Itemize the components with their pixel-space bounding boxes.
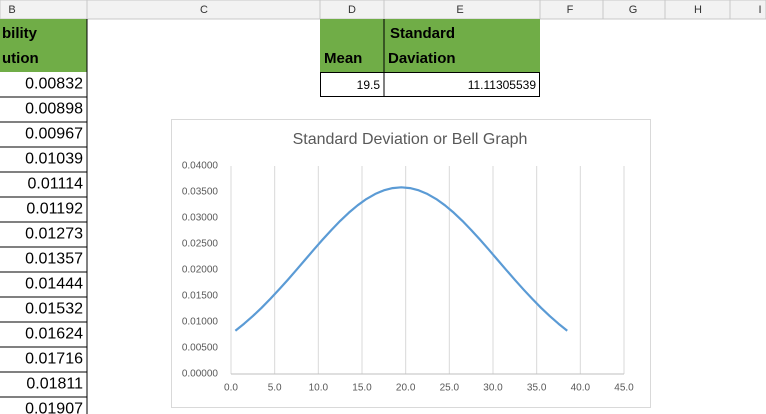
x-tick-label: 30.0 <box>483 383 503 394</box>
header-text: Daviation <box>388 50 456 67</box>
cell-value: 0.01357 <box>25 251 83 268</box>
y-tick-label: 0.02000 <box>182 265 219 276</box>
column-header-bar <box>0 0 766 20</box>
cell-value: 0.01273 <box>25 226 83 243</box>
chart-area[interactable] <box>171 119 651 408</box>
column-header: H <box>694 4 702 16</box>
column-header: C <box>200 4 208 16</box>
cell-value: 0.01039 <box>25 151 83 168</box>
x-tick-label: 15.0 <box>352 383 372 394</box>
stats-cell-border <box>320 72 540 97</box>
x-tick-label: 40.0 <box>571 383 591 394</box>
y-tick-label: 0.01500 <box>182 291 219 302</box>
x-tick-label: 0.0 <box>224 383 238 394</box>
chart-title: Standard Deviation or Bell Graph <box>293 131 528 148</box>
x-tick-label: 5.0 <box>268 383 282 394</box>
y-tick-label: 0.03500 <box>182 187 219 198</box>
cell-value: 0.01716 <box>25 351 83 368</box>
column-header: F <box>567 4 574 16</box>
header-text: bility <box>2 25 38 42</box>
y-tick-label: 0.00500 <box>182 343 219 354</box>
cell-value: 0.01192 <box>26 201 83 218</box>
cell-value: 0.01811 <box>26 376 83 393</box>
y-tick-label: 0.00000 <box>182 369 219 380</box>
x-tick-label: 25.0 <box>440 383 460 394</box>
cell-value: 0.01444 <box>25 276 83 293</box>
y-tick-label: 0.01000 <box>182 317 219 328</box>
x-tick-label: 35.0 <box>527 383 547 394</box>
column-header: E <box>456 4 463 16</box>
cell-value: 11.11305539 <box>468 78 537 92</box>
x-tick-label: 10.0 <box>309 383 329 394</box>
column-header: G <box>629 4 638 16</box>
x-tick-label: 45.0 <box>614 383 634 394</box>
y-tick-label: 0.02500 <box>182 239 219 250</box>
header-text: Mean <box>324 50 362 67</box>
column-header: D <box>348 4 356 16</box>
header-text: ution <box>2 50 39 67</box>
cell-value: 0.00898 <box>25 101 83 118</box>
header-cell-b <box>0 19 87 72</box>
x-tick-label: 20.0 <box>396 383 416 394</box>
y-tick-label: 0.04000 <box>182 161 219 172</box>
data-line <box>234 186 568 332</box>
cell-value: 0.01907 <box>25 401 83 414</box>
cell-value: 0.01532 <box>25 301 83 318</box>
cell-value: 0.01114 <box>28 176 84 193</box>
cell-value: 19.5 <box>357 78 381 92</box>
column-header: B <box>8 4 15 16</box>
header-cell-de <box>320 19 540 72</box>
column-header: I <box>758 4 761 16</box>
cell-value: 0.01624 <box>25 326 83 343</box>
cell-value: 0.00967 <box>25 126 83 143</box>
y-tick-label: 0.03000 <box>182 213 219 224</box>
cell-value: 0.00832 <box>25 76 83 93</box>
header-text: Standard <box>390 25 455 42</box>
